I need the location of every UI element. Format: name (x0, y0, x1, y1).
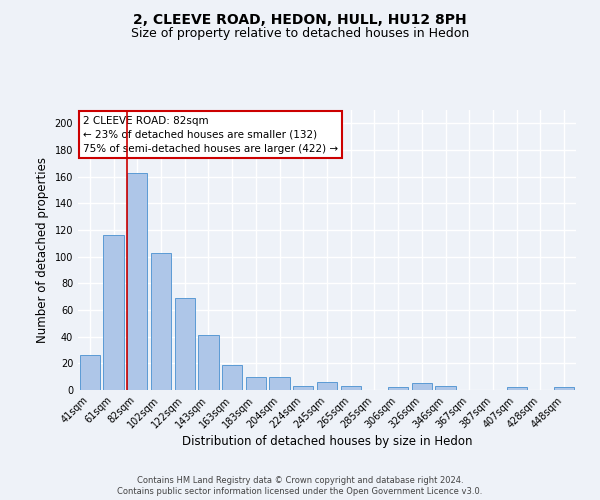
Bar (151, 252, 171, 390)
Bar (293, 386, 313, 390)
Bar (554, 388, 574, 390)
Bar (412, 384, 432, 390)
Bar (506, 388, 527, 390)
Bar (80, 356, 100, 390)
Bar (199, 336, 218, 390)
Bar (341, 386, 361, 390)
Bar (388, 388, 408, 390)
Bar (269, 376, 290, 390)
Y-axis label: Number of detached properties: Number of detached properties (36, 157, 49, 343)
Bar (175, 298, 195, 390)
Bar (127, 172, 148, 390)
Bar (246, 376, 266, 390)
Bar (317, 382, 337, 390)
Bar (436, 386, 455, 390)
Text: Contains HM Land Registry data © Crown copyright and database right 2024.: Contains HM Land Registry data © Crown c… (137, 476, 463, 485)
X-axis label: Distribution of detached houses by size in Hedon: Distribution of detached houses by size … (182, 436, 472, 448)
Bar (103, 236, 124, 390)
Bar (222, 364, 242, 390)
Text: 2, CLEEVE ROAD, HEDON, HULL, HU12 8PH: 2, CLEEVE ROAD, HEDON, HULL, HU12 8PH (133, 12, 467, 26)
Text: 2 CLEEVE ROAD: 82sqm
← 23% of detached houses are smaller (132)
75% of semi-deta: 2 CLEEVE ROAD: 82sqm ← 23% of detached h… (83, 116, 338, 154)
Text: Contains public sector information licensed under the Open Government Licence v3: Contains public sector information licen… (118, 487, 482, 496)
Text: Size of property relative to detached houses in Hedon: Size of property relative to detached ho… (131, 28, 469, 40)
